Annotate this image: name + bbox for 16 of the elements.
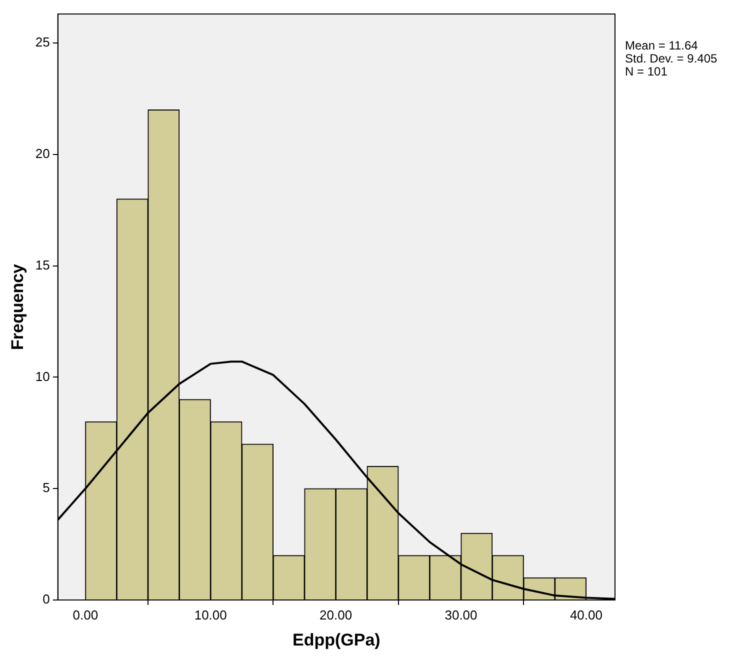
text: N = 101 [625,64,668,78]
x-tick-label: 30.00 [444,607,478,622]
x-tick-label: 40.00 [570,607,602,622]
y-tick-label: 15 [35,257,50,272]
text: Mean = 11.64 [625,38,698,52]
x-tick-label: 0.00 [72,607,98,622]
y-tick-label: 10 [35,368,50,384]
y-tick-label: 0 [42,592,50,607]
x-tick-label: 10.00 [194,607,227,622]
y-axis-title: Frequency [8,263,27,350]
x-tick-label: 20.00 [320,607,352,622]
text: Std. Dev. = 9.405 [625,51,718,66]
y-tick-label: 20 [35,146,50,161]
y-tick-label: 25 [35,34,50,50]
y-tick-label: 5 [42,480,50,496]
x-axis-title: Edpp(GPa) [292,630,380,650]
